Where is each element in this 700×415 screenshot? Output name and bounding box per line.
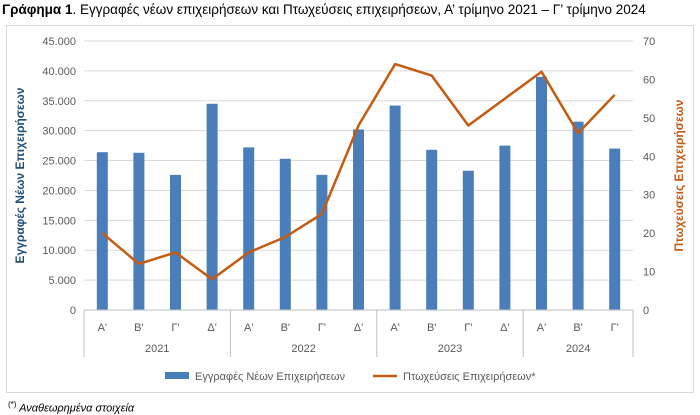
y-tick-label: 15.000	[42, 215, 76, 227]
bar	[609, 148, 621, 310]
group-label: 2022	[291, 343, 315, 355]
bar	[243, 147, 255, 310]
bar	[316, 174, 328, 310]
x-tick-label: Β'	[134, 322, 143, 334]
bar	[133, 152, 145, 310]
bar	[462, 170, 474, 310]
bar	[389, 105, 401, 310]
bar	[536, 76, 547, 310]
y2-tick-label: 20	[643, 228, 655, 240]
x-tick-label: Δ'	[354, 322, 363, 334]
x-tick-label: Β'	[573, 322, 582, 334]
y-axis-title: Εγγραφές Νέων Επιχειρήσεων	[13, 87, 27, 263]
x-tick-label: Α'	[537, 322, 546, 334]
legend-label-line: Πτωχεύσεις Επιχειρήσεων*	[403, 371, 536, 383]
bar	[572, 121, 584, 310]
bar	[426, 149, 438, 310]
x-tick-label: Α'	[244, 322, 253, 334]
y-tick-label: 10.000	[42, 245, 76, 257]
x-tick-label: Δ'	[500, 322, 509, 334]
bar	[353, 129, 364, 310]
footnote-text: Αναθεωρημένα στοιχεία	[16, 402, 135, 415]
x-tick-label: Α'	[390, 322, 399, 334]
x-tick-label: Δ'	[207, 322, 216, 334]
bar	[206, 103, 218, 311]
bar	[499, 145, 511, 310]
y2-tick-label: 50	[643, 113, 655, 125]
line-series	[101, 62, 616, 281]
bar	[279, 158, 291, 310]
y-tick-label: 5.000	[48, 275, 76, 287]
x-tick-label: Γ'	[318, 322, 326, 334]
bar	[170, 174, 181, 310]
group-label: 2024	[566, 343, 590, 355]
group-label: 2023	[438, 343, 462, 355]
y-tick-label: 25.000	[42, 156, 76, 168]
footnote-mark: (*)	[8, 400, 17, 409]
x-tick-label: Γ'	[611, 322, 619, 334]
y2-tick-label: 30	[643, 190, 655, 202]
y2-tick-label: 10	[643, 267, 655, 279]
y-tick-label: 30.000	[42, 126, 76, 138]
y-tick-label: 40.000	[42, 66, 76, 78]
x-tick-label: Β'	[427, 322, 436, 334]
y-tick-label: 0	[70, 305, 76, 317]
y2-tick-label: 0	[643, 305, 649, 317]
bar	[96, 152, 108, 310]
caption-label: Γράφημα 1	[2, 2, 73, 17]
y2-tick-label: 40	[643, 151, 655, 163]
y-tick-label: 35.000	[42, 96, 76, 108]
legend-label-bars: Εγγραφές Νέων Επιχειρήσεων	[195, 371, 345, 383]
figure-caption: Γράφημα 1. Εγγραφές νέων επιχειρήσεων κα…	[2, 2, 646, 17]
y-tick-label: 20.000	[42, 185, 76, 197]
y2-tick-label: 60	[643, 74, 655, 86]
x-tick-label: Β'	[281, 322, 290, 334]
caption-text: . Εγγραφές νέων επιχειρήσεων και Πτωχεύσ…	[72, 2, 646, 17]
y2-axis-title: Πτωχεύσεις Επιχειρήσεων	[672, 99, 686, 251]
chart-frame	[6, 25, 694, 393]
footnote: (*) Αναθεωρημένα στοιχεία	[8, 400, 134, 415]
x-tick-label: Γ'	[464, 322, 472, 334]
y2-tick-label: 70	[643, 36, 655, 48]
combo-chart: 0 5.000 10.000 15.000 20.000 25.000 30.000 35.0…	[13, 36, 686, 383]
legend-swatch-bars	[165, 372, 189, 379]
x-tick-label: Γ'	[171, 322, 179, 334]
y-tick-label: 45.000	[42, 36, 76, 48]
group-label: 2021	[145, 343, 169, 355]
x-tick-label: Α'	[98, 322, 107, 334]
